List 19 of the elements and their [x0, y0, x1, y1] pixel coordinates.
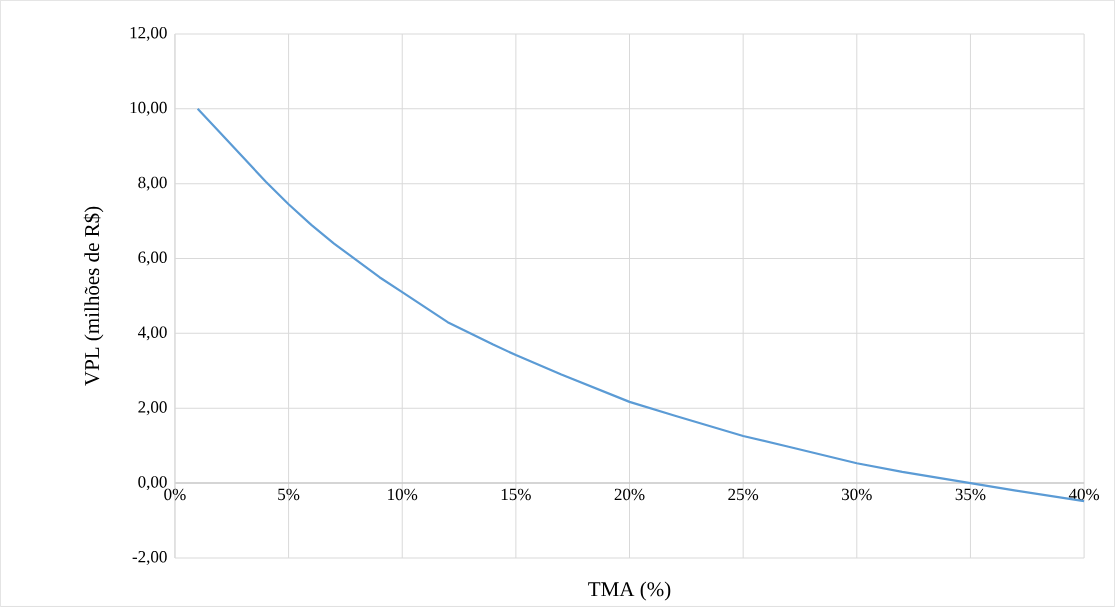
y-tick-label: 8,00: [138, 176, 167, 191]
x-tick-label: 20%: [614, 488, 645, 501]
y-tick-label: 6,00: [138, 251, 167, 266]
x-tick-label: 30%: [842, 488, 872, 501]
x-tick-label: 5%: [278, 488, 300, 501]
x-tick-label: 25%: [728, 488, 759, 501]
x-tick-label: 40%: [1068, 488, 1100, 501]
y-axis-title: VPL (milhões de R$): [83, 206, 104, 386]
x-tick-label: 0%: [164, 488, 186, 501]
x-tick-label: 35%: [955, 488, 986, 501]
x-tick-label: 15%: [501, 488, 531, 501]
y-tick-label: 0,00: [138, 476, 167, 491]
y-tick-label: -2,00: [132, 551, 167, 565]
y-tick-label: 4,00: [137, 326, 167, 341]
y-tick-label: 12,00: [130, 26, 167, 41]
y-tick-label: 10,00: [130, 101, 167, 116]
y-tick-label: 2,00: [138, 401, 167, 416]
x-tick-label: 10%: [388, 488, 418, 501]
x-axis-title: TMA (%): [588, 581, 671, 601]
